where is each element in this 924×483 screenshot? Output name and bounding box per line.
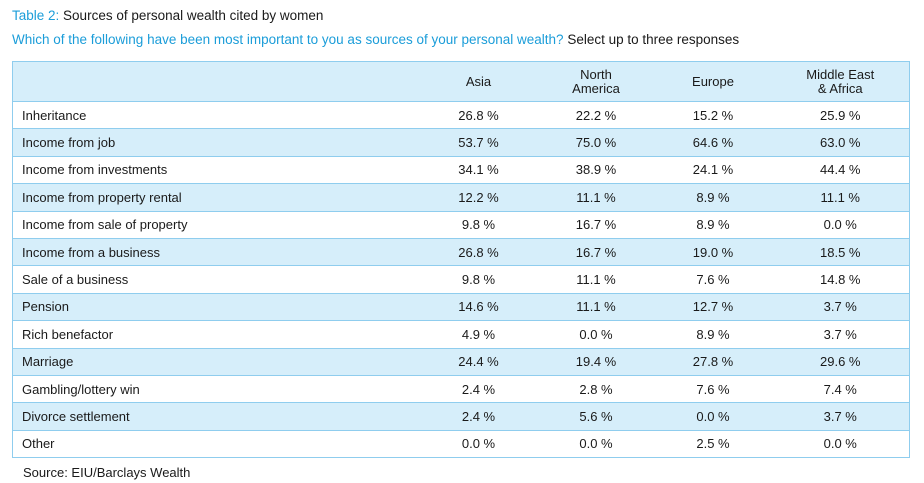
table-row: Sale of a business 9.8 % 11.1 % 7.6 % 14.8 %	[12, 265, 910, 294]
cell-value: 19.4 %	[537, 347, 655, 376]
table-row: Income from a business 26.8 % 16.7 % 19.0 %…	[12, 237, 910, 267]
row-label: Income from job	[12, 128, 420, 157]
table-number: Table 2:	[12, 8, 60, 23]
cell-value: 0.0 %	[419, 429, 538, 459]
cell-value: 3.7 %	[771, 402, 910, 431]
cell-value: 3.7 %	[771, 292, 910, 322]
cell-value: 8.9 %	[654, 183, 772, 212]
cell-value: 2.4 %	[419, 374, 538, 404]
cell-value: 0.0 %	[771, 210, 910, 239]
cell-value: 24.1 %	[654, 155, 772, 185]
cell-value: 14.6 %	[419, 292, 538, 322]
row-label: Income from sale of property	[12, 210, 420, 239]
cell-value: 0.0 %	[654, 402, 772, 431]
cell-value: 12.7 %	[654, 292, 772, 322]
table-subtitle: Which of the following have been most im…	[12, 31, 739, 49]
response-instruction: Select up to three responses	[563, 32, 740, 47]
table-row: Other 0.0 % 0.0 % 2.5 % 0.0 %	[12, 429, 910, 459]
row-label: Inheritance	[12, 100, 420, 130]
cell-value: 63.0 %	[771, 128, 910, 157]
table-header: Asia North America Europe Middle East & …	[12, 61, 910, 102]
table-row: Divorce settlement 2.4 % 5.6 % 0.0 % 3.7 %	[12, 402, 910, 431]
cell-value: 11.1 %	[537, 183, 655, 212]
row-label: Other	[12, 429, 420, 459]
table-title-text: Sources of personal wealth cited by wome…	[59, 8, 324, 23]
cell-value: 0.0 %	[771, 429, 910, 459]
cell-value: 53.7 %	[419, 128, 538, 157]
cell-value: 7.6 %	[654, 374, 772, 404]
row-label: Income from a business	[12, 237, 420, 267]
table-row: Income from sale of property 9.8 % 16.7 % 8…	[12, 210, 910, 239]
header-row: Asia North America Europe Middle East & …	[12, 61, 910, 102]
row-label: Income from investments	[12, 155, 420, 185]
cell-value: 11.1 %	[771, 183, 910, 212]
cell-value: 11.1 %	[537, 292, 655, 322]
cell-value: 2.5 %	[654, 429, 772, 459]
source-note: Source: EIU/Barclays Wealth	[23, 465, 191, 480]
table-row: Income from investments 34.1 % 38.9 % 24.1 …	[12, 155, 910, 185]
table-row: Gambling/lottery win 2.4 % 2.8 % 7.6 % 7.4 %	[12, 374, 910, 404]
cell-value: 7.6 %	[654, 265, 772, 294]
cell-value: 44.4 %	[771, 155, 910, 185]
cell-value: 3.7 %	[771, 320, 910, 349]
cell-value: 75.0 %	[537, 128, 655, 157]
cell-value: 9.8 %	[419, 265, 538, 294]
cell-value: 16.7 %	[537, 210, 655, 239]
cell-value: 2.4 %	[419, 402, 538, 431]
cell-value: 25.9 %	[771, 100, 910, 130]
table-title: Table 2: Sources of personal wealth cite…	[12, 7, 323, 25]
cell-value: 12.2 %	[419, 183, 538, 212]
cell-value: 9.8 %	[419, 210, 538, 239]
row-label: Gambling/lottery win	[12, 374, 420, 404]
cell-value: 14.8 %	[771, 265, 910, 294]
table-row: Marriage 24.4 % 19.4 % 27.8 % 29.6 %	[12, 347, 910, 376]
row-label: Sale of a business	[12, 265, 420, 294]
cell-value: 7.4 %	[771, 374, 910, 404]
table-row: Income from property rental 12.2 % 11.1 % 8…	[12, 183, 910, 212]
cell-value: 26.8 %	[419, 237, 538, 267]
cell-value: 8.9 %	[654, 320, 772, 349]
wealth-sources-table: Asia North America Europe Middle East & …	[12, 61, 910, 459]
cell-value: 2.8 %	[537, 374, 655, 404]
table-row: Pension 14.6 % 11.1 % 12.7 % 3.7 %	[12, 292, 910, 322]
cell-value: 5.6 %	[537, 402, 655, 431]
row-label: Divorce settlement	[12, 402, 420, 431]
row-label: Rich benefactor	[12, 320, 420, 349]
header-north-america: North America	[537, 61, 655, 102]
cell-value: 18.5 %	[771, 237, 910, 267]
table-row: Income from job 53.7 % 75.0 % 64.6 % 63.0 %	[12, 128, 910, 157]
cell-value: 0.0 %	[537, 320, 655, 349]
cell-value: 38.9 %	[537, 155, 655, 185]
row-label: Marriage	[12, 347, 420, 376]
row-label: Pension	[12, 292, 420, 322]
table-body: Inheritance 26.8 % 22.2 % 15.2 % 25.9 % Incom…	[12, 100, 910, 459]
cell-value: 29.6 %	[771, 347, 910, 376]
cell-value: 0.0 %	[537, 429, 655, 459]
cell-value: 34.1 %	[419, 155, 538, 185]
cell-value: 64.6 %	[654, 128, 772, 157]
survey-question: Which of the following have been most im…	[12, 32, 564, 47]
header-asia: Asia	[419, 61, 538, 102]
cell-value: 8.9 %	[654, 210, 772, 239]
cell-value: 27.8 %	[654, 347, 772, 376]
cell-value: 15.2 %	[654, 100, 772, 130]
cell-value: 24.4 %	[419, 347, 538, 376]
cell-value: 4.9 %	[419, 320, 538, 349]
cell-value: 16.7 %	[537, 237, 655, 267]
table-row: Inheritance 26.8 % 22.2 % 15.2 % 25.9 %	[12, 100, 910, 130]
header-europe: Europe	[654, 61, 772, 102]
cell-value: 19.0 %	[654, 237, 772, 267]
table-row: Rich benefactor 4.9 % 0.0 % 8.9 % 3.7 %	[12, 320, 910, 349]
header-label-column	[12, 61, 420, 102]
cell-value: 22.2 %	[537, 100, 655, 130]
cell-value: 11.1 %	[537, 265, 655, 294]
cell-value: 26.8 %	[419, 100, 538, 130]
header-middle-east-africa: Middle East & Africa	[771, 61, 910, 102]
row-label: Income from property rental	[12, 183, 420, 212]
